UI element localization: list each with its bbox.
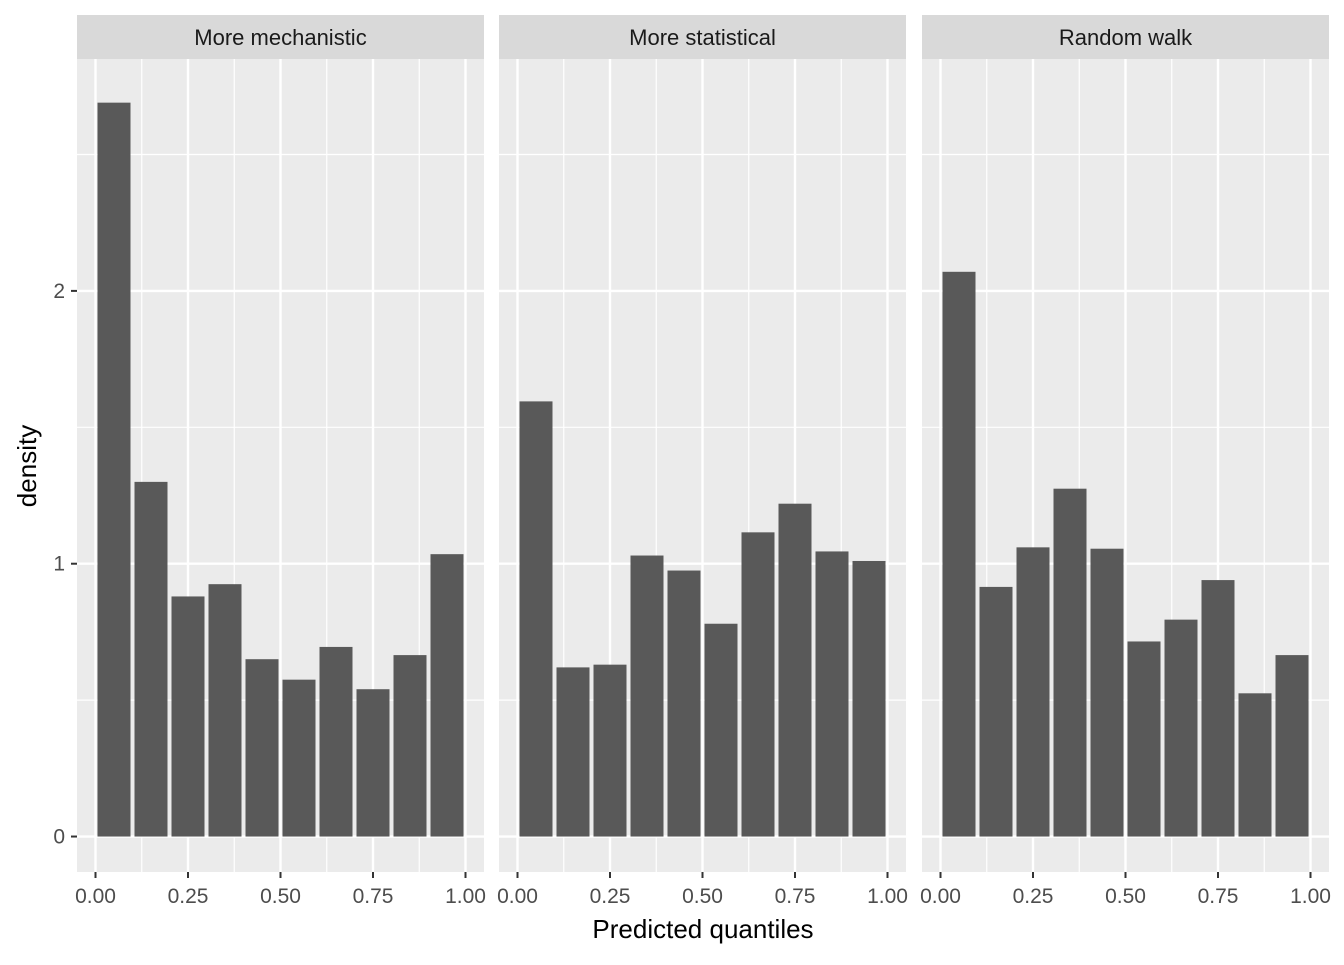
histogram-bar	[245, 659, 279, 837]
histogram-bar	[667, 570, 701, 837]
histogram-bar	[1164, 619, 1198, 837]
x-axis-title: Predicted quantiles	[592, 914, 813, 944]
histogram-bar	[556, 667, 590, 837]
facet-panel: More statistical 0.00 0.25 0.50 0.75 1.00	[497, 15, 908, 908]
x-tick-label: 0.50	[682, 885, 723, 908]
histogram-bar	[208, 584, 242, 837]
y-tick-label: 0	[53, 826, 65, 849]
histogram-bar	[171, 596, 205, 837]
x-tick-label: 0.75	[775, 885, 816, 908]
histogram-bar	[356, 689, 390, 837]
histogram-bar	[979, 586, 1013, 837]
facet-panel: Random walk 0.00 0.25 0.50 0.75 1.00	[920, 15, 1331, 908]
histogram-bar	[704, 623, 738, 837]
y-axis: 0 1 2	[53, 280, 77, 849]
histogram-bar	[430, 554, 464, 837]
x-tick-label: 1.00	[1290, 885, 1331, 908]
facet-strip	[499, 15, 906, 59]
histogram-bar	[630, 555, 664, 837]
x-tick-label: 1.00	[445, 885, 486, 908]
x-tick-label: 0.25	[1013, 885, 1054, 908]
histogram-bar	[815, 551, 849, 837]
histogram-bar	[1090, 548, 1124, 837]
histogram-bar	[519, 401, 553, 837]
histogram-bar	[593, 664, 627, 837]
facet-title: More mechanistic	[194, 25, 366, 50]
x-tick-label: 0.25	[168, 885, 209, 908]
histogram-bar	[393, 655, 427, 837]
histogram-bar	[1275, 655, 1309, 837]
x-tick-label: 0.75	[353, 885, 394, 908]
histogram-bar	[1127, 641, 1161, 837]
x-tick-label: 0.00	[497, 885, 538, 908]
x-tick-label: 0.00	[920, 885, 961, 908]
histogram-bar	[942, 271, 976, 837]
x-tick-label: 0.50	[260, 885, 301, 908]
facet-title: More statistical	[629, 25, 776, 50]
facet-title: Random walk	[1059, 25, 1193, 50]
y-tick-label: 2	[53, 280, 65, 303]
histogram-bar	[1016, 547, 1050, 837]
histogram-bar	[97, 102, 131, 837]
x-tick-label: 0.50	[1105, 885, 1146, 908]
y-axis-title: density	[12, 425, 42, 507]
facet-strip	[77, 15, 484, 59]
histogram-bar	[1201, 580, 1235, 837]
facet-panel: More mechanistic 0.00 0.25 0.50 0.75 1.00	[75, 15, 486, 908]
histogram-bar	[134, 481, 168, 837]
x-tick-label: 0.25	[590, 885, 631, 908]
histogram-bar	[319, 646, 353, 837]
y-tick-label: 1	[53, 553, 65, 576]
histogram-bar	[852, 560, 886, 837]
histogram-bar	[778, 503, 812, 837]
histogram-bar	[741, 532, 775, 837]
histogram-bar	[282, 679, 316, 837]
x-tick-label: 0.75	[1198, 885, 1239, 908]
histogram-bar	[1053, 488, 1087, 837]
x-tick-label: 0.00	[75, 885, 116, 908]
facet-strip	[922, 15, 1329, 59]
histogram-bar	[1238, 693, 1272, 837]
x-tick-label: 1.00	[867, 885, 908, 908]
